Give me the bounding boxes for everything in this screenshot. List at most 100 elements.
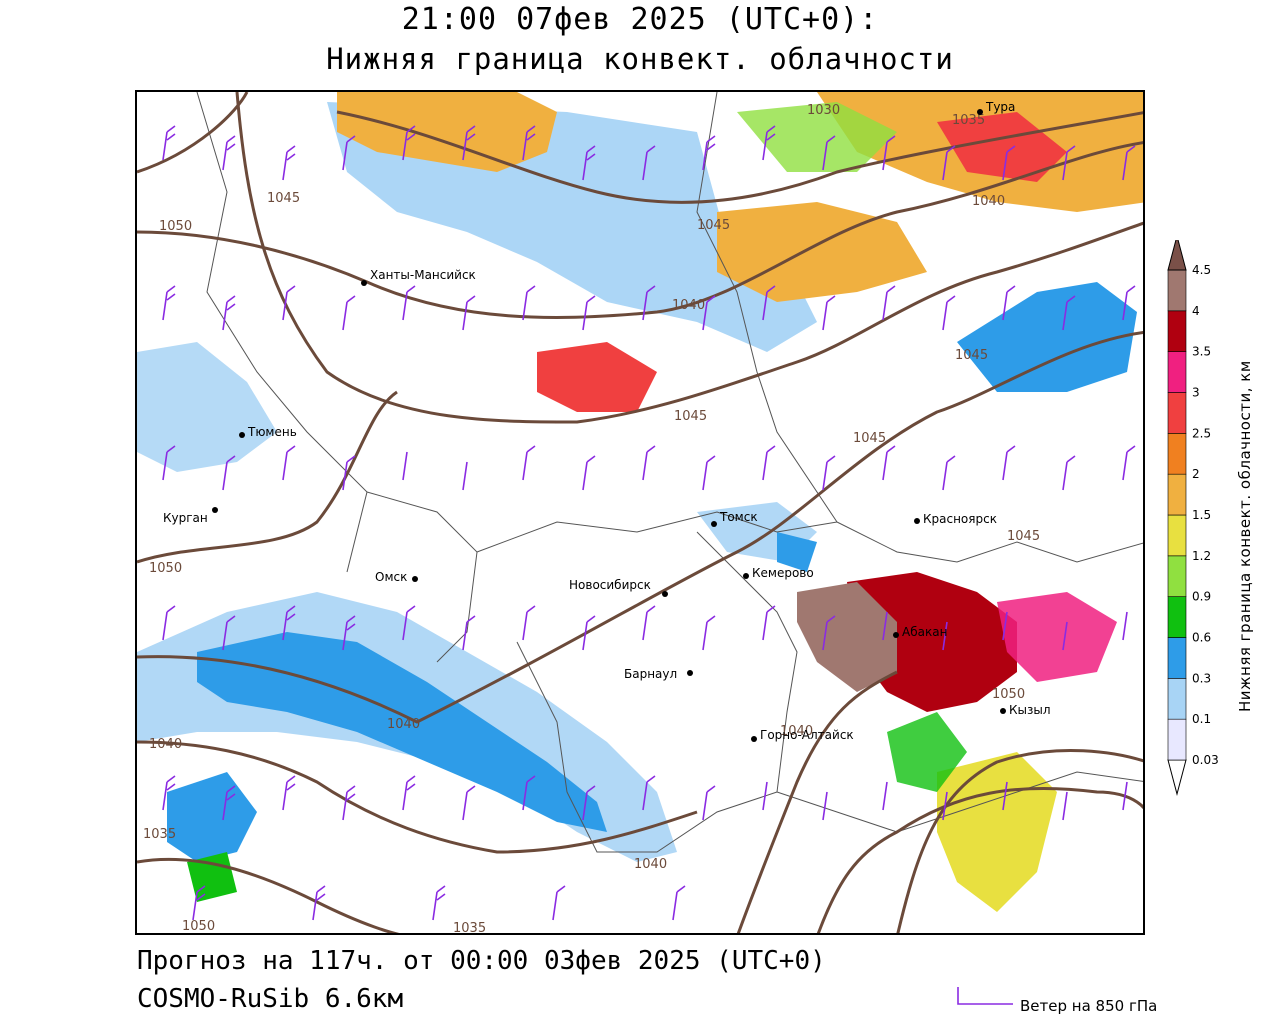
wind-barb [1062, 621, 1068, 651]
wind-barb [1062, 295, 1076, 331]
wind-barb [1062, 791, 1068, 821]
wind-barb [522, 285, 536, 321]
wind-barb [402, 605, 416, 641]
wind-barb [942, 455, 956, 491]
city-kyzyl[interactable]: Кызыл [1000, 703, 1051, 717]
wind-barb [432, 885, 446, 921]
isobar-label: 1030 [807, 103, 840, 118]
isobar-label: 1045 [955, 348, 988, 363]
svg-text:Абакан: Абакан [902, 625, 947, 639]
wind-barbs [162, 125, 1136, 921]
wind-barb [462, 125, 476, 161]
colorbar-band [1167, 392, 1187, 434]
wind-barb [762, 445, 776, 481]
wind-barb [162, 285, 176, 321]
colorbar-title: Нижняя граница конвект. облачности, км [1236, 360, 1254, 712]
city-khanty-mansiysk[interactable]: Ханты-Мансийск [361, 268, 476, 286]
city-tyumen[interactable]: Тюмень [239, 425, 297, 439]
colorbar-ticks: 0.03 0.1 0.3 0.6 0.9 1.2 1.5 2 2.5 3 3.5 4 4.5 [1192, 263, 1219, 767]
city-novosibirsk[interactable]: Новосибирск [569, 578, 668, 597]
svg-text:Курган: Курган [163, 511, 208, 525]
model-name: COSMO-RuSib 6.6км [137, 984, 404, 1014]
wind-barb [222, 615, 236, 651]
isobar-label: 1035 [453, 921, 486, 935]
wind-barb [462, 295, 476, 331]
wind-barb [642, 145, 656, 181]
wind-barb [342, 615, 356, 651]
wind-barb [882, 285, 896, 321]
wind-barb [702, 455, 716, 491]
city-barnaul[interactable]: Барнаул [624, 667, 693, 681]
colorbar-tick-label: 0.3 [1192, 671, 1211, 685]
colorbar-tick-label: 1.2 [1192, 549, 1211, 563]
isobar-line [896, 749, 1143, 933]
isobar-line [137, 141, 1143, 320]
isobar-line [137, 390, 398, 564]
wind-barb [642, 445, 656, 481]
cloud-area-blue [777, 532, 817, 572]
colorbar-tick-label: 0.9 [1192, 590, 1211, 604]
colorbar-tick-label: 2 [1192, 467, 1200, 481]
svg-text:Тюмень: Тюмень [247, 425, 297, 439]
isobar-label: 1035 [952, 113, 985, 128]
wind-barb [222, 785, 236, 821]
city-krasnoyarsk[interactable]: Красноярск [914, 512, 997, 526]
wind-barb [762, 285, 776, 321]
wind-barb [1002, 145, 1016, 181]
isobar-line [137, 740, 698, 854]
colorbar-band [1167, 596, 1187, 638]
wind-barb [702, 295, 716, 331]
wind-barb [342, 295, 356, 331]
city-tura[interactable]: Тура [977, 100, 1015, 115]
colorbar-tick-label: 3 [1192, 386, 1200, 400]
wind-barb [522, 445, 536, 481]
wind-barb [822, 455, 836, 491]
wind-barb [222, 455, 236, 491]
wind-barb [522, 775, 536, 811]
forecast-map[interactable]: 1050 1045 1030 1035 1040 1045 1040 1045 … [135, 90, 1145, 935]
wind-barb [582, 455, 596, 491]
wind-barb [582, 615, 596, 651]
svg-text:Томск: Томск [719, 510, 758, 524]
isobar-line [137, 857, 400, 933]
wind-barb [1122, 611, 1128, 641]
region-border [516, 641, 778, 853]
isobar-label: 1035 [143, 827, 176, 842]
wind-barb [1122, 285, 1136, 321]
city-abakan[interactable]: Абакан [893, 625, 947, 639]
wind-barb [882, 781, 888, 811]
cloud-area-yellow [937, 752, 1057, 912]
wind-barb [1002, 445, 1016, 481]
wind-barb [282, 285, 296, 321]
wind-barb [222, 135, 236, 171]
isobar-line [235, 92, 1143, 424]
wind-barb [642, 775, 656, 811]
city-omsk[interactable]: Омск [375, 570, 418, 584]
isobar-label: 1040 [149, 737, 182, 752]
city-tomsk[interactable]: Томск [711, 510, 758, 527]
colorbar-tick-label: 0.6 [1192, 631, 1211, 645]
wind-barb [1062, 145, 1076, 181]
colorbar-band [1167, 310, 1187, 352]
city-kurgan[interactable]: Курган [163, 507, 218, 525]
isobar-labels: 1050 1045 1030 1035 1040 1045 1040 1045 … [143, 103, 1040, 935]
wind-barb [672, 885, 686, 921]
cloud-field-layer [137, 92, 1143, 912]
isobar-line [816, 786, 1143, 933]
city-kemerovo[interactable]: Кемерово [743, 566, 814, 580]
wind-barb [642, 285, 656, 321]
wind-barb [282, 145, 296, 181]
isobar-line [736, 670, 898, 933]
wind-barb [282, 605, 296, 641]
wind-barb [1122, 145, 1136, 181]
cloud-area-orange [717, 202, 927, 302]
wind-barb [822, 135, 836, 171]
wind-barb [1062, 455, 1076, 491]
cloud-area-blue [197, 632, 607, 832]
forecast-info: Прогноз на 117ч. от 00:00 03фев 2025 (UT… [137, 946, 826, 976]
wind-barb [822, 295, 836, 331]
svg-text:Горно-Алтайск: Горно-Алтайск [760, 728, 854, 742]
city-gorno-altaysk[interactable]: Горно-Алтайск [751, 728, 854, 742]
colorbar-svg: 0.03 0.1 0.3 0.6 0.9 1.2 1.5 2 2.5 3 3.5 4 4.5 [1167, 234, 1219, 796]
colorbar-tick-label: 3.5 [1192, 345, 1211, 359]
